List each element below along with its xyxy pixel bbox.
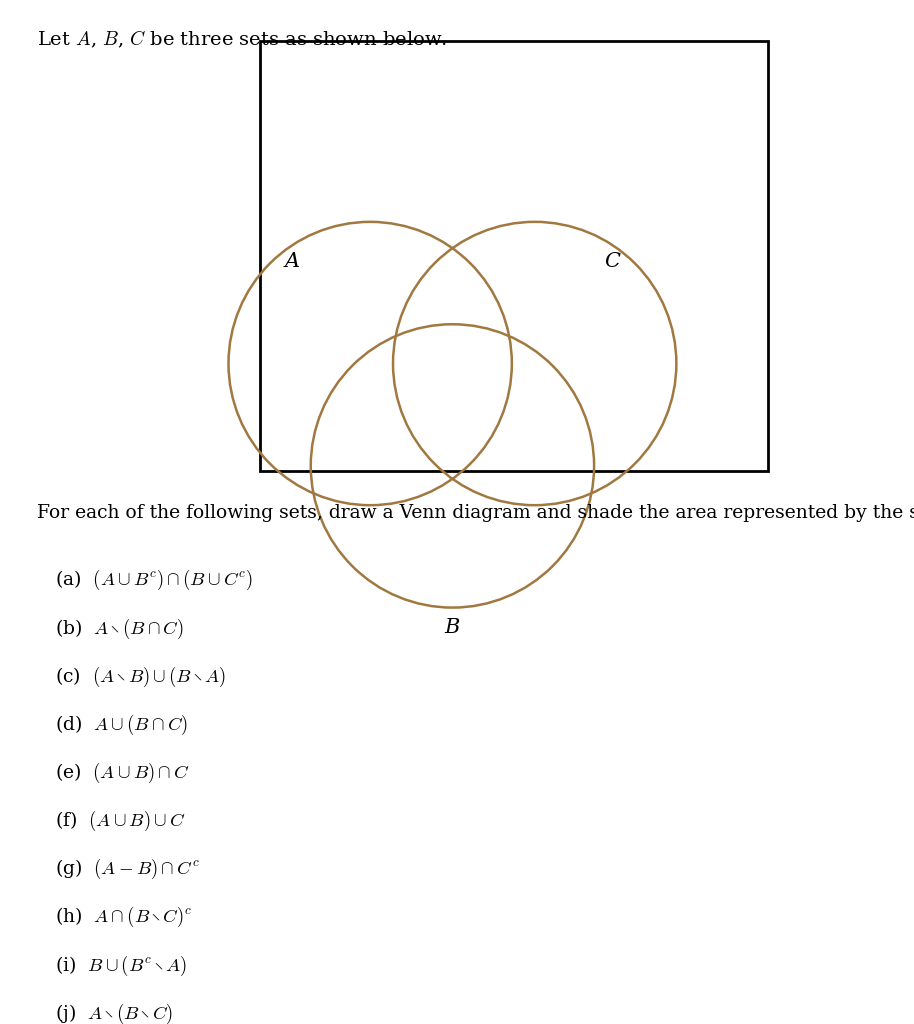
Text: B: B <box>445 617 460 637</box>
Text: C: C <box>604 252 621 271</box>
Text: (j)  $A\setminus(B\setminus C)$: (j) $A\setminus(B\setminus C)$ <box>55 1001 173 1024</box>
Text: (i)  $B\cup(B^c\setminus A)$: (i) $B\cup(B^c\setminus A)$ <box>55 953 187 978</box>
Text: (f)  $(A\cup B)\cup C$: (f) $(A\cup B)\cup C$ <box>55 809 186 834</box>
Text: (c)  $(A\setminus B)\cup(B\setminus A)$: (c) $(A\setminus B)\cup(B\setminus A)$ <box>55 665 226 689</box>
Text: (a)  $(A \cup B^c)\cap(B \cup C^c)$: (a) $(A \cup B^c)\cap(B \cup C^c)$ <box>55 568 253 593</box>
Text: For each of the following sets, draw a Venn diagram and shade the area represent: For each of the following sets, draw a V… <box>37 504 914 522</box>
Text: (e)  $(A\cup B)\cap C$: (e) $(A\cup B)\cap C$ <box>55 761 190 785</box>
Text: (b)  $A\setminus(B\cap C)$: (b) $A\setminus(B\cap C)$ <box>55 616 184 641</box>
Bar <box>260 41 768 471</box>
Text: A: A <box>284 252 300 271</box>
Text: (h)  $A\cap(B\setminus C)^c$: (h) $A\cap(B\setminus C)^c$ <box>55 905 192 930</box>
Text: Let $A$, $B$, $C$ be three sets as shown below.: Let $A$, $B$, $C$ be three sets as shown… <box>37 29 447 50</box>
Text: (g)  $(A-B)\cap C^c$: (g) $(A-B)\cap C^c$ <box>55 857 199 882</box>
Text: (d)  $A\cup(B\cap C)$: (d) $A\cup(B\cap C)$ <box>55 713 188 737</box>
